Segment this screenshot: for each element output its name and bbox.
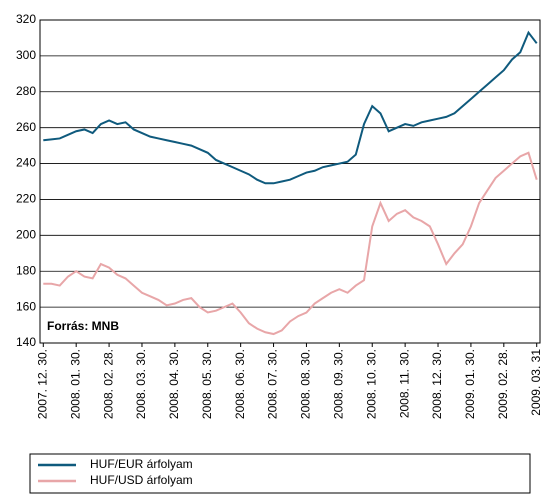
legend-label: HUF/USD árfolyam bbox=[90, 473, 193, 487]
y-tick-label: 160 bbox=[16, 299, 36, 313]
x-tick-label: 2008. 04. 30. bbox=[167, 349, 181, 419]
y-tick-label: 140 bbox=[16, 335, 36, 349]
x-tick-label: 2009. 02. 28. bbox=[496, 349, 510, 419]
x-tick-label: 2008. 05. 30. bbox=[200, 349, 214, 419]
line-series bbox=[43, 151, 538, 336]
y-tick-label: 260 bbox=[16, 120, 36, 134]
line-series bbox=[43, 30, 538, 185]
y-tick-label: 300 bbox=[16, 48, 36, 62]
y-tick-label: 280 bbox=[16, 84, 36, 98]
x-tick-label: 2008. 06. 30. bbox=[233, 349, 247, 419]
x-tick-label: 2008. 09. 30. bbox=[332, 349, 346, 419]
y-tick-label: 240 bbox=[16, 156, 36, 170]
plot-frame bbox=[39, 19, 541, 344]
x-tick-label: 2008. 03. 30. bbox=[134, 349, 148, 419]
x-tick-label: 2008. 11. 30. bbox=[397, 349, 411, 418]
y-tick-label: 320 bbox=[16, 12, 36, 26]
legend-box bbox=[29, 453, 531, 494]
x-tick-label: 2008. 07. 30. bbox=[266, 349, 280, 419]
x-tick-label: 2008. 08. 30. bbox=[299, 349, 313, 419]
x-tick-label: 2008. 12. 30. bbox=[430, 349, 444, 419]
y-tick-label: 180 bbox=[16, 263, 36, 277]
x-tick-label: 2008. 02. 28. bbox=[101, 349, 115, 419]
annotation: Forrás: MNB bbox=[47, 319, 119, 333]
x-tick-label: 2009. 03. 31 bbox=[529, 349, 541, 416]
x-tick-label: 2008. 01. 30. bbox=[68, 349, 82, 419]
y-tick-label: 220 bbox=[16, 192, 36, 206]
x-tick-label: 2009. 01. 30. bbox=[463, 349, 477, 419]
y-tick-label: 200 bbox=[16, 228, 36, 242]
x-tick-label: 2007. 12. 30. bbox=[35, 349, 49, 419]
legend-label: HUF/EUR árfolyam bbox=[90, 457, 193, 471]
x-tick-label: 2008. 10. 30. bbox=[364, 349, 378, 419]
